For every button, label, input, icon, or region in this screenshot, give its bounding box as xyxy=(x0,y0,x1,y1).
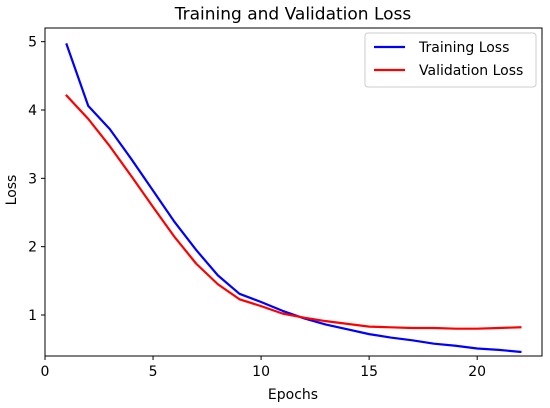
y-tick-label: 2 xyxy=(28,240,37,256)
axes-frame xyxy=(44,27,543,357)
y-tick-label: 5 xyxy=(28,35,37,51)
y-tick-label: 1 xyxy=(28,308,37,324)
x-tick-label: 10 xyxy=(252,364,270,380)
legend-label-validation-loss: Validation Loss xyxy=(419,63,523,79)
y-axis-label: Loss xyxy=(4,175,20,206)
legend: Training Loss Validation Loss xyxy=(364,32,537,88)
legend-box xyxy=(364,32,537,88)
x-tick-label: 0 xyxy=(41,364,50,380)
series-line-training-loss xyxy=(65,42,522,354)
x-tick-label: 20 xyxy=(468,364,486,380)
x-tick-label: 5 xyxy=(149,364,158,380)
legend-label-training-loss: Training Loss xyxy=(418,40,509,56)
chart-title: Training and Validation Loss xyxy=(174,5,412,25)
series-line-validation-loss xyxy=(65,94,522,330)
y-tick-label: 3 xyxy=(28,171,37,187)
y-tick-label: 4 xyxy=(28,103,37,119)
plot-area: 0 5 10 15 20 1 2 3 4 5 xyxy=(28,27,543,380)
x-tick-label: 15 xyxy=(360,364,378,380)
x-axis-label: Epochs xyxy=(268,387,318,403)
